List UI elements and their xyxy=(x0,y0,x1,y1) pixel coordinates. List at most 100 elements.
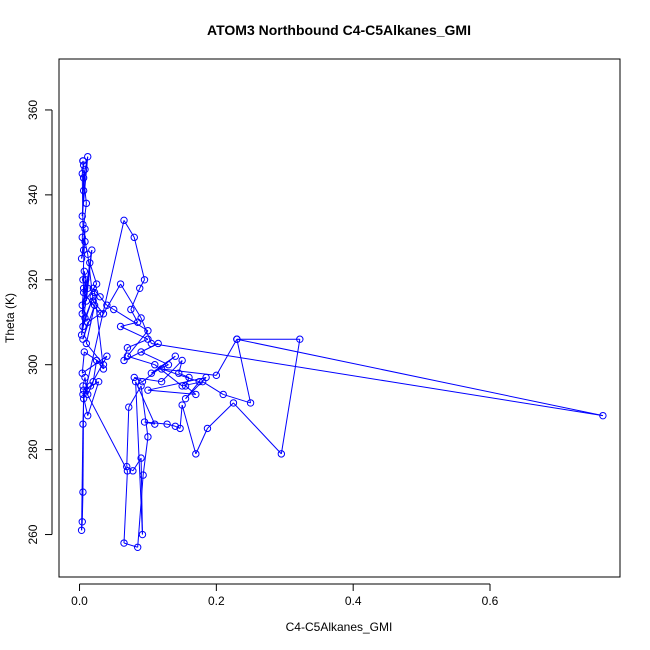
series-segment xyxy=(178,372,190,378)
data-point xyxy=(81,373,89,382)
data-point xyxy=(277,450,286,458)
series-segment xyxy=(89,262,98,285)
data-point xyxy=(89,297,97,305)
data-point xyxy=(79,488,87,496)
y-axis-label: Theta (K) xyxy=(3,293,17,343)
data-point xyxy=(129,467,137,475)
series-segment xyxy=(233,402,282,455)
data-point xyxy=(103,352,111,360)
series-segment xyxy=(135,381,143,535)
series-segment xyxy=(132,457,142,472)
data-point xyxy=(140,418,149,426)
series-segment xyxy=(120,283,142,319)
data-point xyxy=(79,394,88,403)
series-segment xyxy=(280,339,301,454)
data-point xyxy=(192,390,200,399)
series-segment xyxy=(185,385,197,395)
x-tick-label: 0.0 xyxy=(71,594,88,608)
data-point xyxy=(178,382,186,390)
data-point xyxy=(296,335,304,343)
data-point xyxy=(78,212,86,220)
data-point xyxy=(123,344,132,352)
data-point xyxy=(212,371,221,380)
data-point xyxy=(89,284,97,292)
data-point xyxy=(90,301,99,309)
data-point xyxy=(78,301,86,309)
series-segment xyxy=(215,338,238,376)
data-point xyxy=(157,365,166,373)
series-segment xyxy=(87,313,101,323)
data-point xyxy=(137,454,145,462)
data-point xyxy=(157,377,166,386)
data-point xyxy=(79,386,88,394)
series-segment xyxy=(144,421,168,425)
data-point xyxy=(80,267,89,275)
x-tick-label: 0.4 xyxy=(345,594,362,608)
data-point xyxy=(99,361,108,369)
series-segment xyxy=(151,342,603,417)
y-axis: 260 280 300 320 340 360 xyxy=(26,100,53,545)
data-point xyxy=(178,356,186,365)
series-segment xyxy=(127,330,149,357)
data-point xyxy=(96,310,104,318)
data-point xyxy=(125,403,133,411)
series-segment xyxy=(84,296,94,319)
data-point xyxy=(86,259,94,267)
data-point xyxy=(195,377,203,386)
data-point xyxy=(116,280,125,288)
series-segment xyxy=(82,398,85,425)
data-point xyxy=(123,467,132,475)
series-segment xyxy=(161,368,200,383)
data-point xyxy=(233,335,241,343)
data-point xyxy=(123,462,131,471)
y-tick-label: 320 xyxy=(26,269,40,289)
data-point xyxy=(88,246,96,254)
series-segment xyxy=(83,220,125,399)
series-segment xyxy=(85,343,104,366)
data-point xyxy=(94,377,103,386)
data-point xyxy=(99,365,108,373)
data-point xyxy=(120,539,128,547)
data-point xyxy=(163,420,171,428)
series-segment xyxy=(139,279,145,289)
series-segment xyxy=(81,283,98,306)
data-point xyxy=(77,526,86,534)
data-point xyxy=(84,284,92,292)
y-tick-label: 340 xyxy=(26,185,40,205)
series-segment xyxy=(87,381,94,395)
series-segment xyxy=(223,393,251,404)
series-segment xyxy=(137,475,144,548)
series-segment xyxy=(140,317,152,344)
data-point xyxy=(84,152,92,161)
data-point xyxy=(103,301,111,309)
data-point xyxy=(137,348,145,356)
data-point xyxy=(120,216,128,225)
data-point xyxy=(138,530,147,539)
data-point xyxy=(175,369,183,377)
series-segment xyxy=(123,470,128,544)
series-segment xyxy=(130,288,141,310)
data-point xyxy=(77,254,86,263)
series-segment xyxy=(82,385,128,472)
data-point xyxy=(116,322,125,331)
y-tick-label: 280 xyxy=(26,439,40,459)
series-segment xyxy=(207,402,234,429)
series-segment xyxy=(133,237,146,280)
data-point xyxy=(110,305,118,314)
series-segment xyxy=(92,288,96,293)
series-segment xyxy=(127,355,155,366)
data-point xyxy=(123,352,132,360)
data-point xyxy=(79,161,88,169)
series-layer xyxy=(77,152,607,551)
series-segment xyxy=(126,407,130,467)
data-point xyxy=(78,518,86,526)
data-point xyxy=(140,276,149,284)
data-point xyxy=(84,250,92,259)
series-segment xyxy=(99,296,108,306)
data-point xyxy=(219,390,227,399)
data-point xyxy=(181,394,190,403)
series-segment xyxy=(81,173,84,225)
series-segment xyxy=(81,424,84,531)
data-point xyxy=(81,237,89,246)
